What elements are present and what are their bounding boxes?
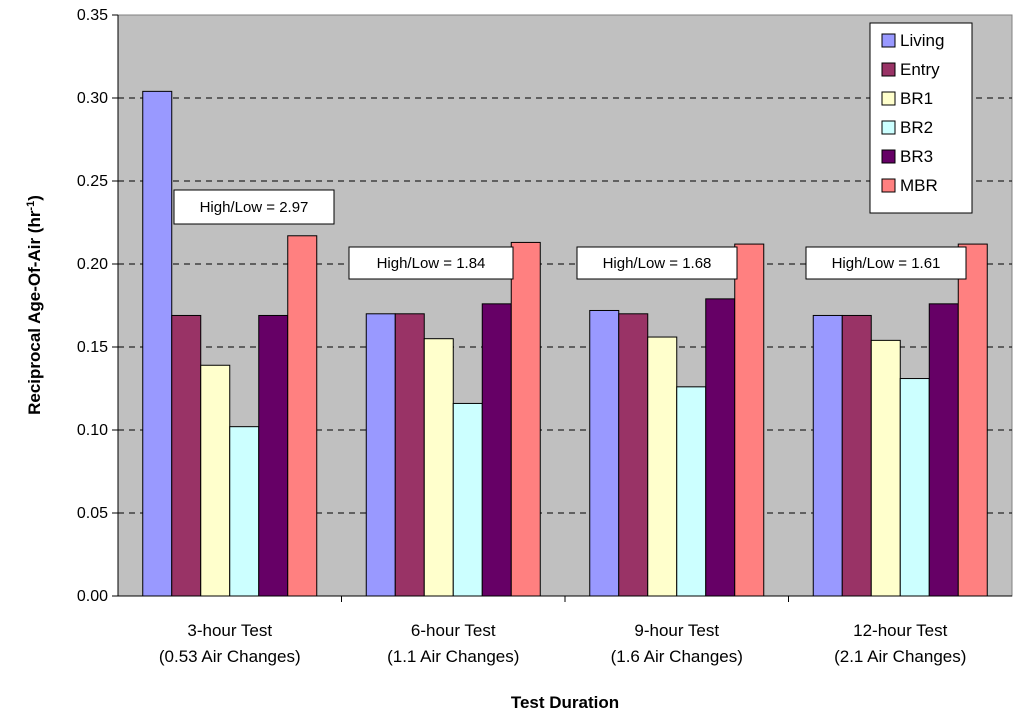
x-category-label: 12-hour Test bbox=[853, 621, 947, 640]
y-tick-label: 0.35 bbox=[77, 7, 108, 24]
bar-br2-1 bbox=[229, 426, 260, 597]
legend-label-br3: BR3 bbox=[900, 147, 933, 166]
annotation-text: High/Low = 2.97 bbox=[200, 199, 309, 216]
annotation-box bbox=[576, 246, 738, 280]
x-category-label: (1.1 Air Changes) bbox=[387, 647, 519, 666]
y-tick-label: 0.00 bbox=[77, 588, 108, 605]
bar-br2-3 bbox=[676, 386, 707, 597]
x-category-label: (1.6 Air Changes) bbox=[611, 647, 743, 666]
bar-br1-2 bbox=[423, 338, 454, 597]
bar-living-2 bbox=[365, 313, 396, 597]
bar-entry-3 bbox=[618, 313, 649, 597]
y-tick-label: 0.10 bbox=[77, 422, 108, 439]
legend-swatch-br2 bbox=[881, 120, 896, 135]
x-axis-title: Test Duration bbox=[511, 693, 619, 712]
legend-swatch-entry bbox=[881, 62, 896, 77]
bar-br3-2 bbox=[481, 303, 512, 597]
bar-br1-3 bbox=[647, 336, 678, 597]
bar-living-1 bbox=[142, 90, 173, 597]
bar-entry-4 bbox=[841, 314, 872, 597]
annotation-box bbox=[173, 189, 335, 225]
x-category-label: 6-hour Test bbox=[411, 621, 496, 640]
annotation-text: High/Low = 1.68 bbox=[603, 255, 712, 272]
annotation-text: High/Low = 1.84 bbox=[377, 255, 486, 272]
y-axis-ticks: 0.00 0.05 0.10 0.15 0.20 0.25 0.30 0.35 bbox=[77, 7, 118, 605]
legend-label-entry: Entry bbox=[900, 60, 940, 79]
bar-entry-2 bbox=[394, 313, 425, 597]
legend-label-living: Living bbox=[900, 31, 944, 50]
bar-entry-1 bbox=[171, 314, 202, 597]
legend-swatch-br3 bbox=[881, 149, 896, 164]
y-tick-label: 0.15 bbox=[77, 339, 108, 356]
y-tick-label: 0.05 bbox=[77, 505, 108, 522]
legend-swatch-mbr bbox=[881, 178, 896, 193]
x-category-label: 9-hour Test bbox=[634, 621, 719, 640]
y-tick-label: 0.30 bbox=[77, 90, 108, 107]
x-category-label: (0.53 Air Changes) bbox=[159, 647, 301, 666]
legend-swatch-br1 bbox=[881, 91, 896, 106]
bars bbox=[142, 90, 988, 597]
annotation-box bbox=[805, 246, 967, 280]
legend-label-br1: BR1 bbox=[900, 89, 933, 108]
legend-swatch-living bbox=[881, 33, 896, 48]
x-category-label: 3-hour Test bbox=[187, 621, 272, 640]
y-tick-label: 0.20 bbox=[77, 256, 108, 273]
y-tick-label: 0.25 bbox=[77, 173, 108, 190]
legend-label-br2: BR2 bbox=[900, 118, 933, 137]
legend: Living Entry BR1 BR2 BR3 MBR bbox=[869, 22, 973, 214]
bar-br3-4 bbox=[928, 303, 959, 597]
bar-br3-3 bbox=[705, 298, 736, 597]
bar-mbr-1 bbox=[287, 235, 318, 597]
bar-br1-4 bbox=[870, 339, 901, 597]
bar-br3-1 bbox=[258, 314, 289, 597]
bar-living-3 bbox=[589, 309, 620, 597]
annotation-box bbox=[348, 246, 514, 280]
bar-br2-2 bbox=[452, 402, 483, 597]
bar-living-4 bbox=[812, 314, 843, 597]
bar-mbr-3 bbox=[734, 243, 765, 597]
y-axis-title: Reciprocal Age-Of-Air (hr-1) bbox=[25, 195, 44, 415]
x-axis-categories: 3-hour Test (0.53 Air Changes) 6-hour Test… bbox=[159, 596, 966, 666]
x-category-label: (2.1 Air Changes) bbox=[834, 647, 966, 666]
annotations: High/Low = 2.97 High/Low = 1.84 High/Low =… bbox=[173, 189, 967, 280]
legend-label-mbr: MBR bbox=[900, 176, 938, 195]
bar-mbr-2 bbox=[510, 241, 541, 597]
annotation-text: High/Low = 1.61 bbox=[832, 255, 941, 272]
bar-br2-4 bbox=[899, 378, 930, 597]
bar-mbr-4 bbox=[957, 243, 988, 597]
bar-br1-1 bbox=[200, 364, 231, 597]
